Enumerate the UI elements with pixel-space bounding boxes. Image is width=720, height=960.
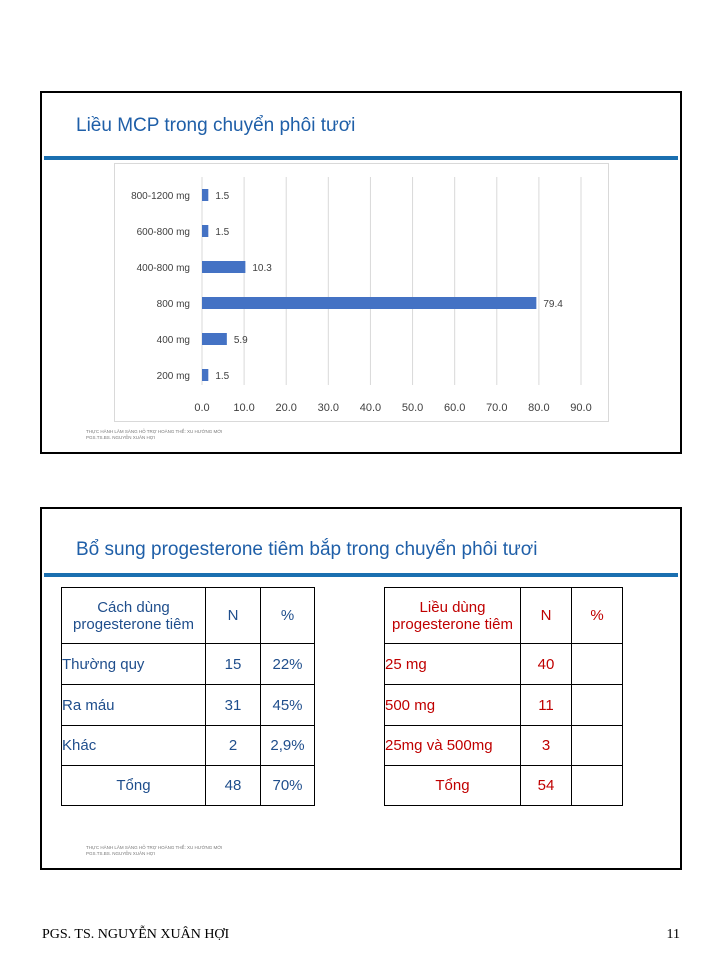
cell: 54 bbox=[520, 765, 572, 806]
cell: 3 bbox=[520, 725, 572, 766]
dose-table: Liều dùng progesterone tiêm N% 25 mg 40 50… bbox=[384, 587, 623, 806]
data-label: 1.5 bbox=[215, 371, 229, 382]
y-category-label: 400 mg bbox=[157, 335, 190, 346]
usage-table: Cách dùng progesterone tiêm N% Thường quy… bbox=[61, 587, 315, 806]
note-line: PGS.TS.BS. NGUYỄN XUÂN HỢI bbox=[86, 851, 155, 856]
note-line: THỰC HÀNH LÂM SÀNG HỖ TRỢ HOÀNG THỂ: XU … bbox=[86, 845, 223, 850]
bar bbox=[202, 333, 227, 345]
data-label: 1.5 bbox=[215, 191, 229, 202]
table-row: Tổng 48 70% bbox=[61, 765, 315, 806]
x-tick-label: 80.0 bbox=[528, 402, 549, 414]
header-cell: % bbox=[571, 587, 623, 644]
table-row: Ra máu 31 45% bbox=[61, 684, 315, 726]
note-line: THỰC HÀNH LÂM SÀNG HỖ TRỢ HOÀNG THỂ: XU … bbox=[86, 429, 223, 434]
y-category-label: 800-1200 mg bbox=[131, 191, 190, 202]
slide-title: Liều MCP trong chuyển phôi tươi bbox=[76, 115, 356, 136]
page-number: 11 bbox=[666, 927, 680, 942]
bar bbox=[202, 225, 209, 237]
x-tick-label: 70.0 bbox=[486, 402, 507, 414]
slide-title: Bổ sung progesterone tiêm bắp trong chuy… bbox=[76, 539, 538, 560]
table-row: Tổng 54 bbox=[384, 765, 623, 806]
cell: Tổng bbox=[384, 765, 521, 806]
slide-note: THỰC HÀNH LÂM SÀNG HỖ TRỢ HOÀNG THỂ: XU … bbox=[86, 845, 222, 857]
header-cell: Cách dùng progesterone tiêm bbox=[61, 587, 206, 644]
cell: 48 bbox=[205, 765, 261, 806]
table-row: Thường quy 15 22% bbox=[61, 643, 315, 685]
header-cell: N bbox=[520, 587, 572, 644]
cell: Thường quy bbox=[61, 643, 206, 685]
x-tick-label: 50.0 bbox=[402, 402, 423, 414]
y-category-label: 200 mg bbox=[157, 371, 190, 382]
cell: 45% bbox=[260, 684, 315, 726]
bar bbox=[202, 297, 537, 309]
cell: 25mg và 500mg bbox=[384, 725, 521, 766]
cell bbox=[571, 684, 623, 726]
table-row: 25 mg 40 bbox=[384, 643, 623, 685]
cell: 40 bbox=[520, 643, 572, 685]
cell: 31 bbox=[205, 684, 261, 726]
x-tick-label: 90.0 bbox=[570, 402, 591, 414]
cell: 22% bbox=[260, 643, 315, 685]
cell: Tổng bbox=[61, 765, 206, 806]
y-category-label: 400-800 mg bbox=[137, 263, 190, 274]
bar bbox=[202, 369, 209, 381]
title-divider bbox=[44, 156, 678, 160]
cell: 25 mg bbox=[384, 643, 521, 685]
cell: 70% bbox=[260, 765, 315, 806]
cell: Ra máu bbox=[61, 684, 206, 726]
page-author: PGS. TS. NGUYỄN XUÂN HỢI bbox=[42, 927, 230, 942]
header-cell: N bbox=[205, 587, 261, 644]
header-cell: % bbox=[260, 587, 315, 644]
bar bbox=[202, 189, 209, 201]
note-line: PGS.TS.BS. NGUYỄN XUÂN HỢI bbox=[86, 435, 155, 440]
cell: 500 mg bbox=[384, 684, 521, 726]
cell: 2 bbox=[205, 725, 261, 766]
x-tick-label: 20.0 bbox=[276, 402, 297, 414]
x-tick-label: 60.0 bbox=[444, 402, 465, 414]
cell bbox=[571, 765, 623, 806]
header-cell: Liều dùng progesterone tiêm bbox=[384, 587, 521, 644]
cell: 11 bbox=[520, 684, 572, 726]
chart-frame bbox=[114, 163, 609, 422]
y-category-label: 800 mg bbox=[157, 299, 190, 310]
table-row: Khác 2 2,9% bbox=[61, 725, 315, 766]
x-tick-label: 30.0 bbox=[318, 402, 339, 414]
cell bbox=[571, 725, 623, 766]
data-label: 1.5 bbox=[215, 227, 229, 238]
data-label: 79.4 bbox=[543, 299, 563, 310]
table-row: 500 mg 11 bbox=[384, 684, 623, 726]
data-label: 10.3 bbox=[252, 263, 272, 274]
slide-mcp-dose: Liều MCP trong chuyển phôi tươi 0.0 10.0 2… bbox=[40, 91, 682, 454]
slide-progesterone: Bổ sung progesterone tiêm bắp trong chuy… bbox=[40, 507, 682, 870]
slide-note: THỰC HÀNH LÂM SÀNG HỖ TRỢ HOÀNG THỂ: XU … bbox=[86, 429, 222, 441]
x-tick-label: 10.0 bbox=[233, 402, 254, 414]
title-divider bbox=[44, 573, 678, 577]
y-category-label: 600-800 mg bbox=[137, 227, 190, 238]
x-tick-label: 40.0 bbox=[360, 402, 381, 414]
x-tick-label: 0.0 bbox=[194, 402, 209, 414]
data-label: 5.9 bbox=[234, 335, 248, 346]
cell bbox=[571, 643, 623, 685]
cell: 15 bbox=[205, 643, 261, 685]
table-row: 25mg và 500mg 3 bbox=[384, 725, 623, 766]
bar-chart: 0.0 10.0 20.0 30.0 40.0 50.0 60.0 70.0 80.0 90.0 8… bbox=[114, 163, 609, 422]
cell: 2,9% bbox=[260, 725, 315, 766]
cell: Khác bbox=[61, 725, 206, 766]
bar bbox=[202, 261, 246, 273]
